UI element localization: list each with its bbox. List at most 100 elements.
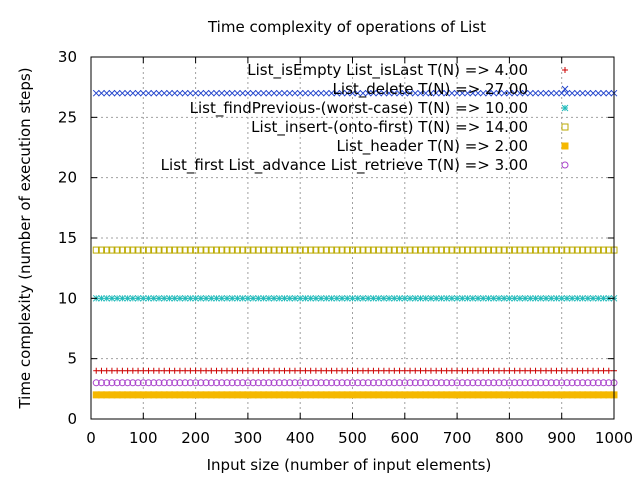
data-point	[369, 246, 377, 254]
data-point	[124, 89, 131, 97]
data-point	[286, 246, 294, 254]
data-point	[427, 379, 435, 387]
data-point	[145, 246, 153, 254]
data-point	[181, 89, 189, 97]
data-point	[396, 379, 404, 387]
x-tick-label: 1000	[595, 429, 633, 447]
data-point	[161, 367, 168, 374]
data-point	[129, 89, 137, 97]
data-point	[584, 294, 592, 302]
data-point	[380, 379, 388, 387]
data-point	[427, 246, 435, 254]
data-point	[558, 379, 566, 387]
data-point	[255, 294, 262, 302]
data-point	[333, 379, 341, 387]
data-point	[260, 379, 268, 387]
data-point	[291, 379, 299, 387]
data-point	[150, 367, 157, 374]
data-point	[301, 379, 309, 387]
data-point	[343, 294, 351, 302]
data-point	[354, 89, 362, 97]
data-point	[166, 294, 173, 302]
data-point	[516, 294, 524, 302]
data-point	[485, 294, 492, 302]
data-point	[380, 246, 388, 254]
data-point	[396, 246, 404, 254]
data-point	[511, 89, 518, 97]
data-point	[98, 89, 105, 97]
data-point	[228, 246, 236, 254]
data-point	[359, 294, 367, 302]
x-tick-label: 700	[443, 429, 472, 447]
data-point	[396, 294, 403, 302]
data-point	[114, 367, 121, 374]
data-point	[464, 294, 471, 302]
data-point	[234, 367, 241, 374]
data-point	[390, 379, 398, 387]
data-point	[301, 246, 309, 254]
data-point	[605, 246, 613, 254]
data-point	[291, 89, 299, 97]
data-point	[192, 367, 199, 374]
data-point	[129, 367, 136, 374]
data-point	[563, 294, 571, 302]
data-point	[532, 367, 539, 374]
data-point	[160, 246, 168, 254]
data-point	[469, 367, 476, 374]
y-tick-label: 25	[58, 108, 77, 126]
data-point	[479, 379, 487, 387]
data-point	[150, 89, 158, 97]
data-point	[135, 367, 142, 374]
data-point	[328, 294, 335, 302]
legend-label: List_header T(N) => 2.00	[337, 137, 529, 156]
data-point	[537, 89, 545, 97]
data-point	[521, 294, 529, 302]
data-point	[422, 294, 430, 302]
data-point	[276, 367, 283, 374]
data-point	[317, 379, 325, 387]
data-point	[464, 246, 472, 254]
data-point	[448, 379, 456, 387]
data-point	[322, 294, 330, 302]
legend-label: List_isEmpty List_isLast T(N) => 4.00	[247, 61, 528, 80]
data-point	[119, 89, 126, 97]
legend-marker	[561, 161, 569, 169]
data-point	[568, 379, 576, 387]
data-point	[207, 294, 215, 302]
data-point	[490, 367, 497, 374]
data-point	[254, 246, 262, 254]
data-point	[119, 367, 126, 374]
data-point	[422, 379, 430, 387]
data-point	[542, 379, 550, 387]
x-tick-label: 400	[286, 429, 315, 447]
data-point	[406, 379, 414, 387]
data-point	[139, 379, 147, 387]
data-point	[537, 246, 545, 254]
data-point	[270, 89, 278, 97]
data-point	[166, 89, 173, 97]
data-point	[338, 246, 346, 254]
data-point	[401, 246, 409, 254]
chart-title: Time complexity of operations of List	[207, 18, 486, 36]
data-point	[390, 246, 398, 254]
data-point	[187, 89, 194, 97]
data-point	[563, 379, 571, 387]
data-point	[260, 89, 267, 97]
data-point	[595, 367, 602, 374]
data-point	[375, 294, 383, 302]
data-point	[233, 246, 241, 254]
data-point	[553, 367, 560, 374]
data-point	[391, 367, 398, 374]
data-point	[323, 367, 330, 374]
data-point	[521, 379, 529, 387]
series-2	[92, 294, 618, 302]
data-point	[333, 246, 341, 254]
data-point	[176, 246, 184, 254]
data-point	[521, 246, 529, 254]
data-point	[506, 367, 513, 374]
series-4	[92, 391, 618, 399]
data-point	[568, 246, 576, 254]
data-point	[511, 246, 519, 254]
data-point	[255, 89, 262, 97]
data-point	[244, 294, 252, 302]
